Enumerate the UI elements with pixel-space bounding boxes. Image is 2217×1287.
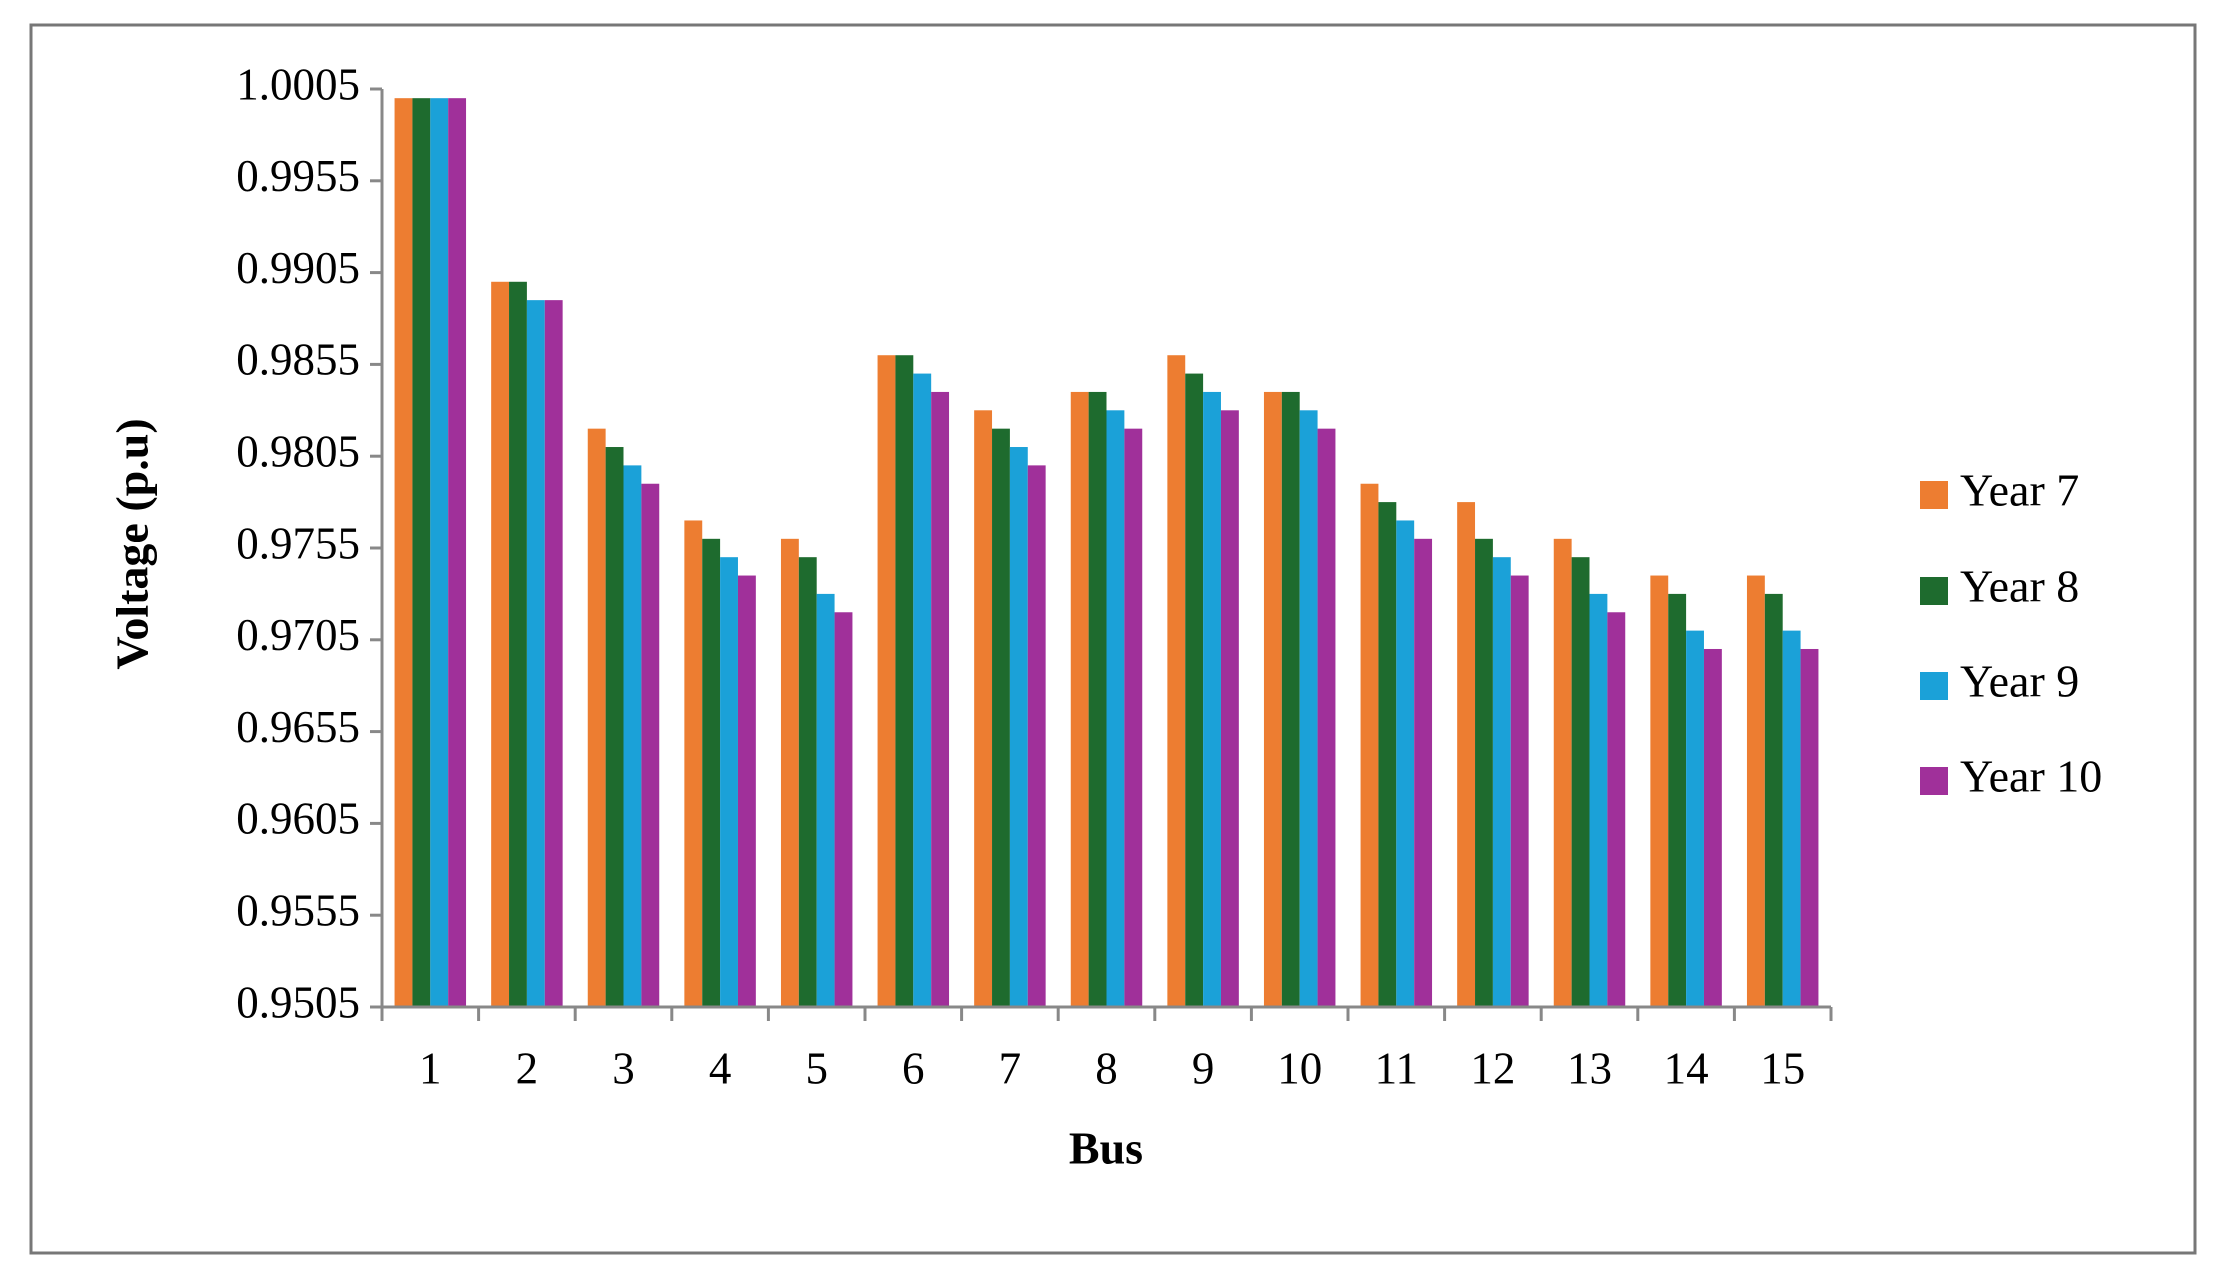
bar xyxy=(1457,502,1476,1007)
bar xyxy=(737,575,756,1007)
y-tick-label: 0.9855 xyxy=(236,335,360,385)
bar xyxy=(1607,612,1626,1007)
bar xyxy=(780,538,799,1007)
legend-swatch xyxy=(1920,481,1948,509)
x-tick-label: 10 xyxy=(1277,1043,1322,1093)
x-tick-label: 1 xyxy=(419,1043,442,1093)
bar xyxy=(834,612,853,1007)
bar xyxy=(1317,428,1336,1007)
legend-label: Year 8 xyxy=(1960,561,2079,612)
legend-label: Year 7 xyxy=(1960,465,2079,516)
bar xyxy=(1686,630,1704,1007)
x-tick-label: 4 xyxy=(709,1043,732,1093)
bar xyxy=(1703,648,1722,1007)
legend-label: Year 9 xyxy=(1960,656,2079,707)
legend-swatch xyxy=(1920,577,1948,605)
bar xyxy=(1746,575,1765,1007)
y-tick-label: 0.9955 xyxy=(236,151,360,201)
bar xyxy=(1414,538,1433,1007)
y-tick-label: 0.9755 xyxy=(236,518,360,568)
x-tick-label: 5 xyxy=(805,1043,828,1093)
x-tick-label: 14 xyxy=(1664,1043,1709,1093)
bar xyxy=(1299,410,1318,1007)
bar xyxy=(605,447,624,1007)
x-tick-label: 12 xyxy=(1470,1043,1515,1093)
bar xyxy=(992,428,1010,1007)
bar xyxy=(1070,391,1089,1007)
bar xyxy=(623,465,642,1007)
y-tick-label: 0.9655 xyxy=(236,702,360,752)
bar xyxy=(1185,373,1204,1008)
bar xyxy=(509,281,527,1007)
x-tick-label: 2 xyxy=(516,1043,539,1093)
bar xyxy=(1106,410,1125,1007)
bar xyxy=(1009,447,1028,1007)
bar xyxy=(816,593,835,1007)
bar xyxy=(1764,593,1783,1007)
bar xyxy=(1782,630,1801,1007)
bar xyxy=(587,428,606,1007)
x-tick-label: 8 xyxy=(1095,1043,1118,1093)
bar xyxy=(702,538,721,1007)
x-axis-title: Bus xyxy=(1069,1123,1143,1174)
y-tick-label: 0.9705 xyxy=(236,610,360,660)
legend-swatch xyxy=(1920,672,1948,700)
bar xyxy=(448,98,467,1008)
bar xyxy=(1281,391,1300,1007)
x-tick-label: 11 xyxy=(1375,1043,1418,1093)
y-tick-label: 0.9605 xyxy=(236,794,360,844)
x-tick-label: 3 xyxy=(612,1043,635,1093)
bar xyxy=(1360,483,1379,1007)
bar xyxy=(1124,428,1143,1007)
legend-label: Year 10 xyxy=(1960,751,2102,802)
bar xyxy=(1650,575,1669,1007)
bar xyxy=(877,355,896,1008)
bar xyxy=(1800,648,1819,1007)
x-tick-label: 6 xyxy=(902,1043,925,1093)
x-tick-label: 9 xyxy=(1192,1043,1215,1093)
bar xyxy=(526,300,545,1007)
bar xyxy=(1553,538,1572,1007)
bar xyxy=(1492,557,1511,1007)
y-tick-label: 0.9555 xyxy=(236,886,360,936)
y-tick-label: 1.0005 xyxy=(236,59,360,109)
bar xyxy=(1027,465,1046,1007)
bar xyxy=(1668,593,1687,1007)
bar xyxy=(1396,520,1415,1007)
bar xyxy=(798,557,817,1007)
bar xyxy=(895,355,914,1008)
y-tick-label: 0.9905 xyxy=(236,243,360,293)
bar xyxy=(412,98,431,1008)
x-tick-label: 15 xyxy=(1760,1043,1805,1093)
bar xyxy=(684,520,703,1007)
bar xyxy=(544,300,563,1007)
bar xyxy=(491,281,510,1007)
bar xyxy=(1263,391,1282,1007)
bar xyxy=(1571,557,1590,1007)
bar xyxy=(1378,502,1397,1007)
bar xyxy=(913,373,932,1008)
bar xyxy=(394,98,413,1008)
bar xyxy=(1167,355,1186,1008)
bar xyxy=(1589,593,1608,1007)
bar xyxy=(430,98,449,1008)
bar xyxy=(641,483,660,1007)
bar xyxy=(1203,391,1221,1007)
x-tick-label: 13 xyxy=(1567,1043,1612,1093)
y-tick-label: 0.9805 xyxy=(236,427,360,477)
bar xyxy=(1088,391,1107,1007)
bar xyxy=(931,391,950,1007)
bar xyxy=(720,557,738,1007)
bar xyxy=(974,410,993,1007)
bar xyxy=(1510,575,1529,1007)
x-tick-label: 7 xyxy=(999,1043,1022,1093)
bar xyxy=(1475,538,1493,1007)
legend-swatch xyxy=(1920,767,1948,795)
y-tick-label: 0.9505 xyxy=(236,977,360,1027)
y-axis-title: Voltage (p.u) xyxy=(107,418,158,669)
bar xyxy=(1220,410,1239,1007)
